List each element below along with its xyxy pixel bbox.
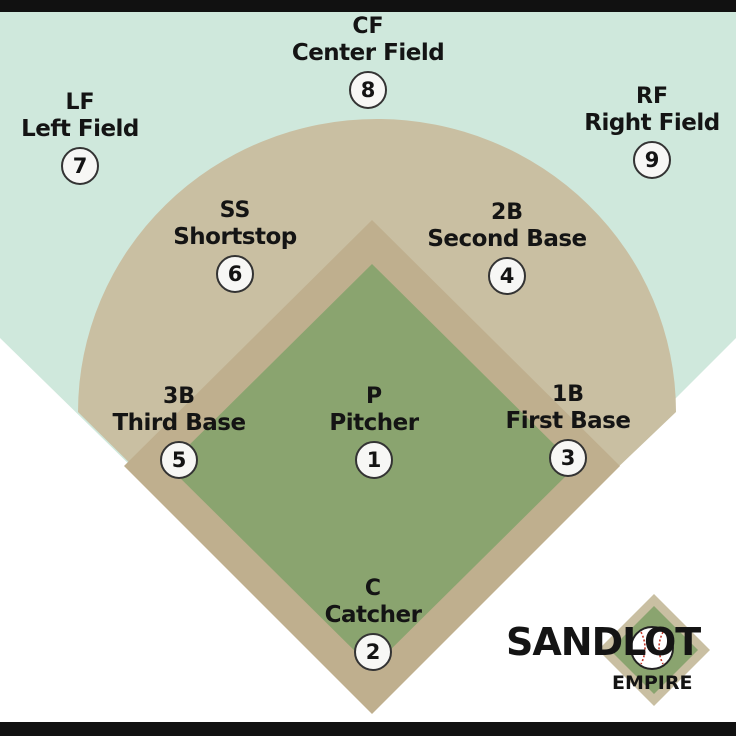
position-abbr: CF — [352, 14, 384, 39]
sandlot-empire-logo — [598, 594, 710, 706]
position-number-badge: 4 — [488, 257, 526, 295]
position-number-badge: 7 — [61, 147, 99, 185]
position-abbr: 3B — [162, 384, 196, 409]
baseball-icon — [630, 626, 674, 670]
logo-subtitle: EMPIRE — [612, 672, 693, 694]
position-number-badge: 9 — [633, 141, 671, 179]
position-name: Catcher — [324, 602, 422, 628]
position-abbr: SS — [219, 198, 251, 223]
position-name: Third Base — [112, 410, 246, 436]
position-number-badge: 2 — [354, 633, 392, 671]
position-number-badge: 1 — [355, 441, 393, 479]
baseball-stitches-icon — [640, 631, 664, 665]
position-name: Second Base — [427, 226, 587, 252]
position-name: Pitcher — [329, 410, 419, 436]
position-name: Center Field — [291, 40, 445, 66]
position-abbr: P — [365, 384, 383, 409]
position-number-badge: 5 — [160, 441, 198, 479]
position-name: Shortstop — [173, 224, 297, 250]
position-shortstop: SS Shortstop 6 — [135, 198, 335, 293]
position-third-base: 3B Third Base 5 — [79, 384, 279, 479]
position-number-badge: 8 — [349, 71, 387, 109]
position-name: First Base — [505, 408, 631, 434]
position-second-base: 2B Second Base 4 — [407, 200, 607, 295]
position-number-badge: 3 — [549, 439, 587, 477]
position-name: Right Field — [584, 110, 720, 136]
position-left-field: LF Left Field 7 — [0, 90, 180, 185]
frame-bottom — [0, 722, 736, 736]
logo-title: SANDLOT — [506, 620, 701, 664]
position-abbr: RF — [636, 84, 668, 109]
position-abbr: C — [364, 576, 382, 601]
position-name: Left Field — [21, 116, 139, 142]
position-abbr: LF — [65, 90, 95, 115]
position-abbr: 2B — [490, 200, 524, 225]
position-first-base: 1B First Base 3 — [468, 382, 668, 477]
position-number-badge: 6 — [216, 255, 254, 293]
position-center-field: CF Center Field 8 — [268, 14, 468, 109]
position-right-field: RF Right Field 9 — [552, 84, 736, 179]
frame-top — [0, 0, 736, 12]
position-abbr: 1B — [551, 382, 585, 407]
position-catcher: C Catcher 2 — [273, 576, 473, 671]
position-pitcher: P Pitcher 1 — [274, 384, 474, 479]
